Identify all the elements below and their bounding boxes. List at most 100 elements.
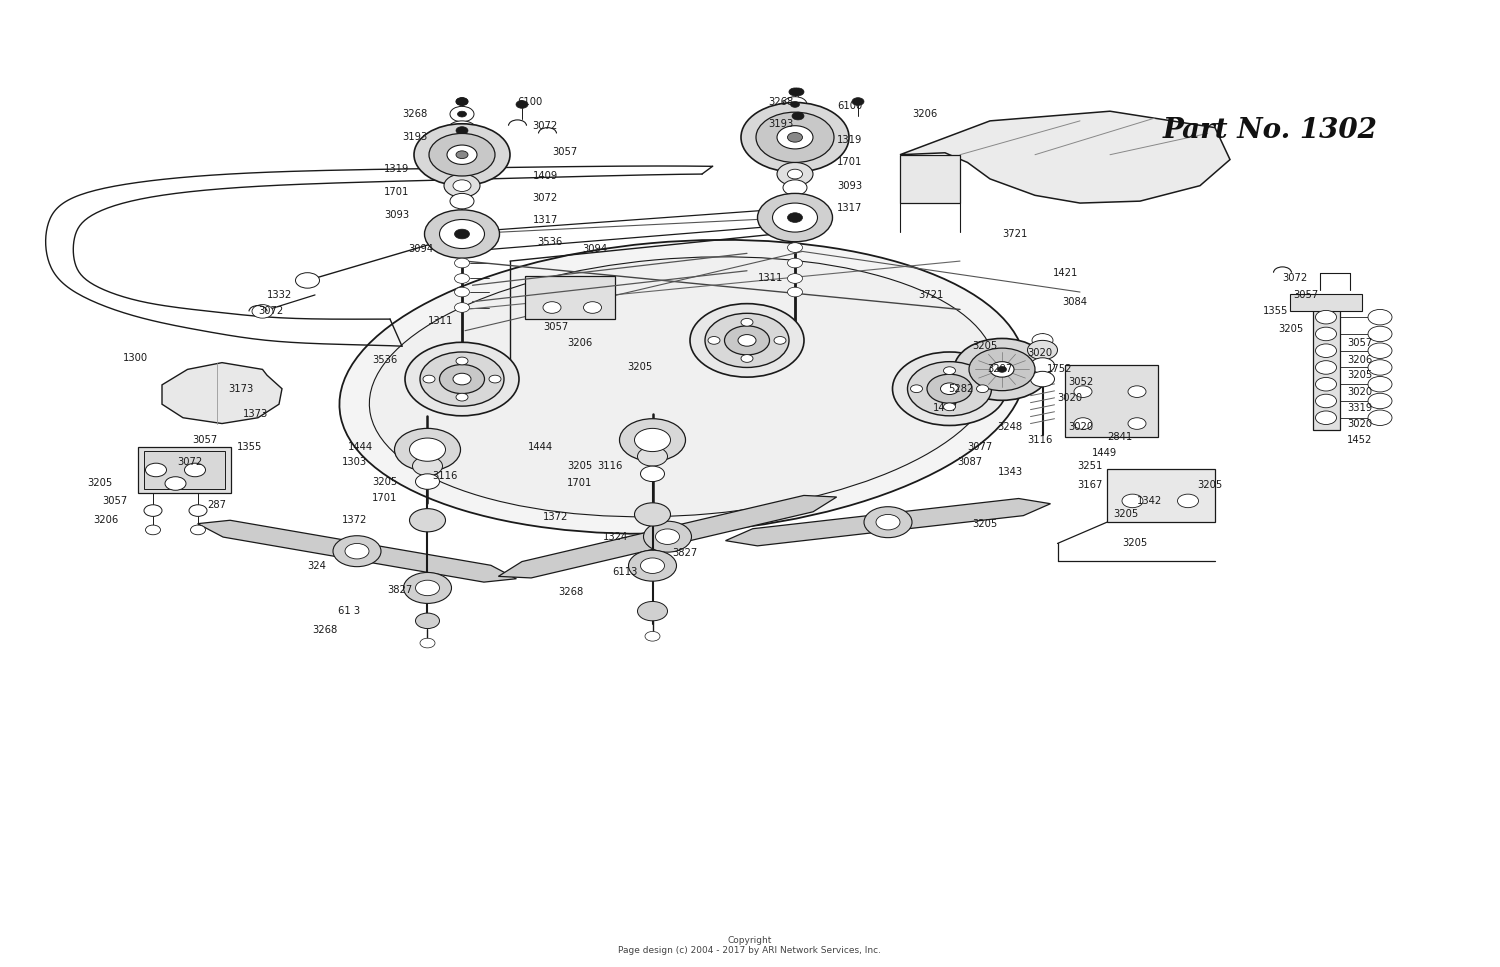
Text: 1300: 1300: [123, 353, 148, 363]
Circle shape: [420, 352, 504, 406]
Text: 3116: 3116: [597, 461, 622, 471]
Circle shape: [908, 362, 992, 416]
Text: 3057: 3057: [1347, 338, 1372, 348]
Text: 3721: 3721: [1002, 229, 1028, 239]
Circle shape: [416, 474, 440, 489]
Circle shape: [543, 302, 561, 313]
Circle shape: [1368, 360, 1392, 375]
Circle shape: [772, 203, 818, 232]
Circle shape: [620, 419, 686, 461]
Text: 1311: 1311: [758, 274, 783, 283]
Circle shape: [410, 509, 446, 532]
Polygon shape: [198, 520, 516, 582]
Text: 3057: 3057: [552, 147, 578, 157]
Circle shape: [444, 174, 480, 197]
Circle shape: [1368, 410, 1392, 425]
Circle shape: [783, 180, 807, 195]
Circle shape: [790, 102, 800, 107]
Text: 3020: 3020: [1028, 348, 1053, 358]
Text: 1355: 1355: [1263, 307, 1288, 316]
Circle shape: [453, 180, 471, 191]
Circle shape: [1122, 494, 1143, 508]
Text: 3116: 3116: [432, 471, 457, 481]
Circle shape: [852, 98, 864, 105]
Text: 3205: 3205: [1113, 510, 1138, 519]
Circle shape: [1368, 309, 1392, 325]
Text: 3072: 3072: [532, 121, 558, 131]
Circle shape: [456, 98, 468, 105]
Text: 3205: 3205: [1278, 324, 1304, 334]
Text: 3206: 3206: [1347, 355, 1372, 365]
Circle shape: [788, 258, 802, 268]
Circle shape: [792, 112, 804, 120]
Text: 3173: 3173: [228, 384, 254, 394]
Text: 1372: 1372: [543, 513, 568, 522]
Circle shape: [1368, 326, 1392, 341]
Circle shape: [998, 366, 1006, 372]
Circle shape: [976, 385, 988, 393]
Polygon shape: [726, 499, 1050, 545]
Circle shape: [190, 525, 206, 535]
Bar: [138, 447, 231, 493]
Circle shape: [1316, 310, 1336, 324]
Circle shape: [741, 318, 753, 326]
Circle shape: [424, 210, 500, 258]
Circle shape: [774, 337, 786, 344]
Circle shape: [516, 101, 528, 108]
Text: 1342: 1342: [1137, 496, 1162, 506]
Text: 3205: 3205: [972, 341, 998, 351]
Circle shape: [1030, 371, 1054, 387]
Text: 61 3: 61 3: [338, 606, 360, 616]
Circle shape: [345, 543, 369, 559]
Text: 1701: 1701: [372, 493, 398, 503]
Circle shape: [1316, 361, 1336, 374]
Circle shape: [944, 366, 956, 374]
Circle shape: [1368, 343, 1392, 359]
Circle shape: [146, 463, 166, 477]
Text: 3167: 3167: [1077, 481, 1102, 490]
Text: 3057: 3057: [543, 322, 568, 332]
Text: 3084: 3084: [1062, 297, 1088, 307]
Circle shape: [640, 466, 664, 482]
Text: 3072: 3072: [532, 193, 558, 203]
Circle shape: [410, 438, 446, 461]
Circle shape: [456, 127, 468, 134]
Circle shape: [788, 132, 802, 142]
Circle shape: [645, 631, 660, 641]
Text: 3087: 3087: [957, 457, 982, 467]
Text: 1319: 1319: [837, 135, 862, 145]
Text: 1355: 1355: [237, 442, 262, 452]
Circle shape: [628, 550, 676, 581]
Circle shape: [777, 126, 813, 149]
Text: 3116: 3116: [1028, 435, 1053, 445]
Text: 3536: 3536: [537, 237, 562, 247]
Circle shape: [456, 357, 468, 365]
Circle shape: [634, 503, 670, 526]
Text: Copyright
Page design (c) 2004 - 2017 by ARI Network Services, Inc.: Copyright Page design (c) 2004 - 2017 by…: [618, 936, 882, 955]
Text: 3077: 3077: [968, 442, 993, 452]
Circle shape: [146, 525, 160, 535]
Bar: [1290, 294, 1362, 311]
Text: 6100: 6100: [518, 97, 543, 106]
Circle shape: [1316, 377, 1336, 391]
Circle shape: [1316, 327, 1336, 340]
Circle shape: [456, 151, 468, 159]
Text: 1311: 1311: [427, 316, 453, 326]
Circle shape: [454, 274, 470, 283]
Text: 1444: 1444: [348, 442, 374, 452]
Circle shape: [1128, 418, 1146, 429]
Circle shape: [1178, 494, 1198, 508]
Circle shape: [876, 514, 900, 530]
Text: 3206: 3206: [912, 109, 938, 119]
Circle shape: [910, 385, 922, 393]
Circle shape: [990, 362, 1014, 377]
Text: 3827: 3827: [387, 585, 412, 595]
Circle shape: [404, 572, 451, 603]
Circle shape: [788, 243, 802, 252]
Circle shape: [634, 428, 670, 452]
Circle shape: [954, 338, 1050, 400]
Ellipse shape: [369, 257, 996, 516]
Text: 287: 287: [207, 500, 226, 510]
Text: 3205: 3205: [567, 461, 592, 471]
Circle shape: [738, 335, 756, 346]
